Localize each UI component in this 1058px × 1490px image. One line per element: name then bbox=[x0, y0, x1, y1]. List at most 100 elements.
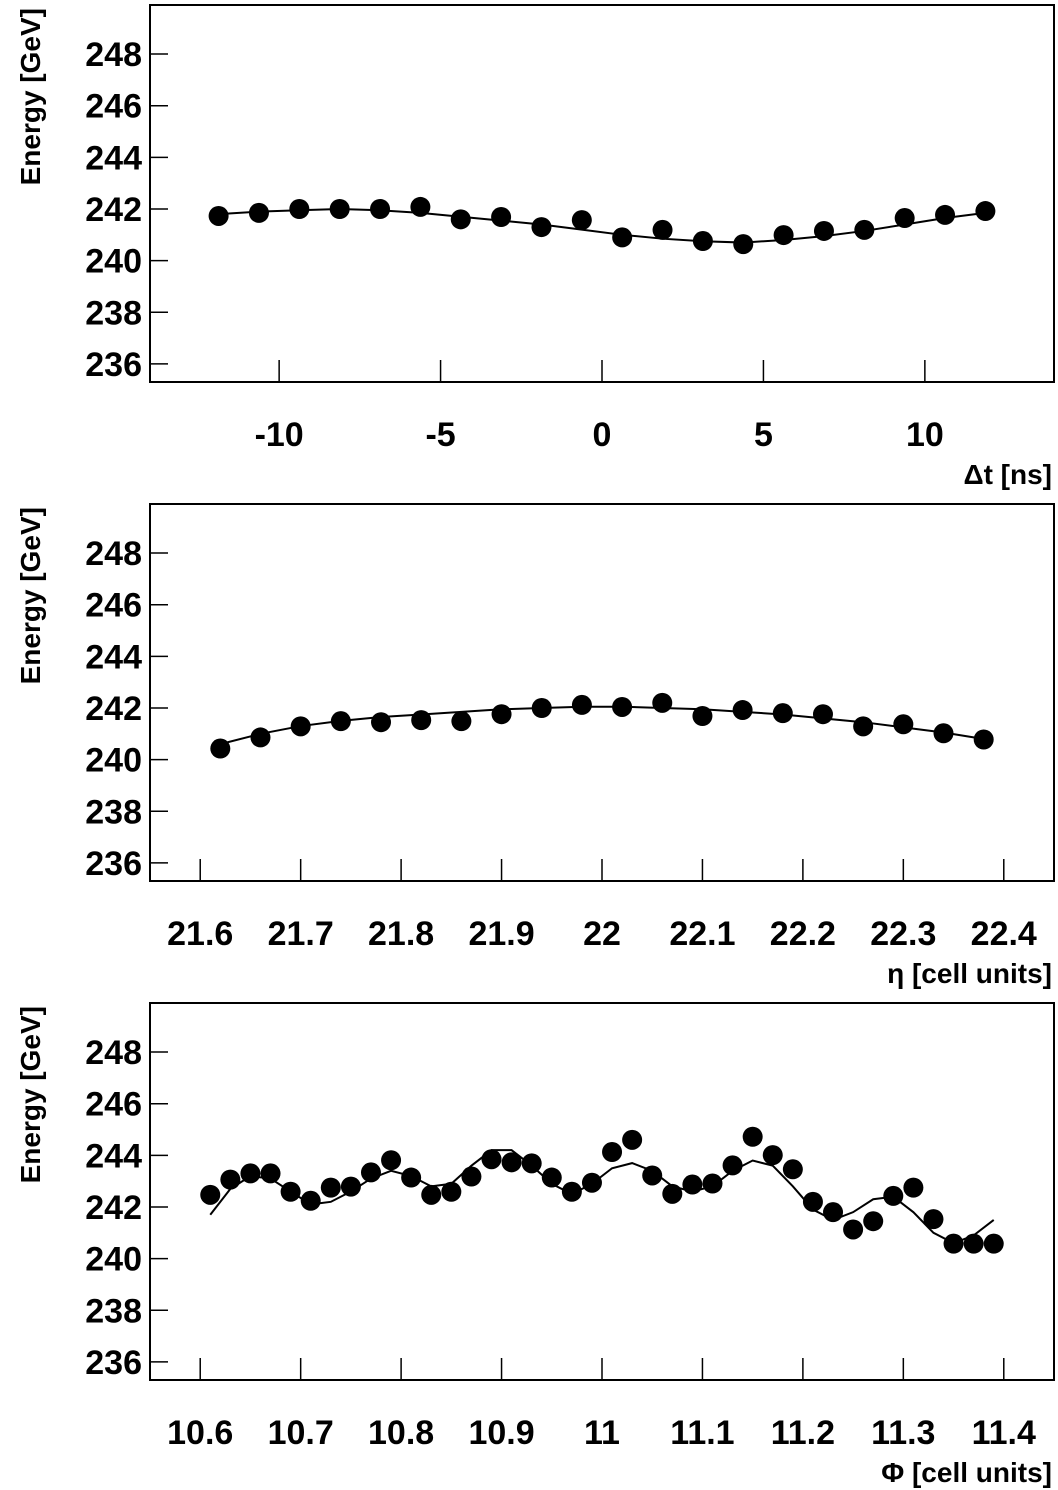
x-tick-label: 11.1 bbox=[670, 1414, 734, 1452]
data-point bbox=[883, 1185, 904, 1206]
data-point bbox=[622, 1129, 643, 1150]
x-tick-label: 0 bbox=[593, 416, 612, 454]
x-tick-label: 11 bbox=[584, 1414, 620, 1452]
y-tick-label: 246 bbox=[85, 587, 142, 625]
data-point bbox=[682, 1174, 703, 1195]
data-point bbox=[360, 1162, 381, 1183]
data-point bbox=[853, 716, 874, 737]
data-point bbox=[733, 234, 754, 255]
data-point bbox=[381, 1150, 402, 1171]
data-point bbox=[501, 1152, 522, 1173]
x-tick-label: 10 bbox=[906, 416, 944, 454]
data-point bbox=[421, 1184, 442, 1205]
data-point bbox=[732, 700, 753, 721]
data-point bbox=[371, 712, 392, 733]
y-tick-label: 244 bbox=[85, 139, 142, 177]
data-point bbox=[370, 198, 391, 219]
data-point bbox=[963, 1233, 984, 1254]
x-tick-label: 10.7 bbox=[268, 1414, 334, 1452]
data-point bbox=[692, 231, 713, 252]
y-tick-label: 248 bbox=[85, 1034, 142, 1072]
data-point bbox=[975, 201, 996, 222]
y-tick-label: 240 bbox=[85, 243, 142, 281]
data-point bbox=[823, 1202, 844, 1223]
data-point bbox=[581, 1172, 602, 1193]
data-point bbox=[220, 1169, 241, 1190]
x-tick-label: 5 bbox=[754, 416, 773, 454]
x-tick-label: 10.6 bbox=[167, 1414, 233, 1452]
data-point bbox=[330, 711, 351, 732]
data-point bbox=[893, 714, 914, 735]
data-point bbox=[320, 1177, 341, 1198]
y-tick-label: 236 bbox=[85, 1344, 142, 1382]
data-point bbox=[782, 1159, 803, 1180]
data-point bbox=[894, 208, 915, 229]
data-point bbox=[935, 204, 956, 225]
data-point bbox=[662, 1183, 683, 1204]
data-point bbox=[903, 1177, 924, 1198]
data-point bbox=[863, 1211, 884, 1232]
data-point bbox=[692, 705, 713, 726]
data-point bbox=[983, 1233, 1004, 1254]
y-tick-label: 238 bbox=[85, 1292, 142, 1330]
data-point bbox=[722, 1155, 743, 1176]
data-point bbox=[652, 219, 673, 240]
x-tick-label: 11.2 bbox=[771, 1414, 835, 1452]
x-tick-label: -5 bbox=[425, 416, 455, 454]
data-point bbox=[612, 696, 633, 717]
data-point bbox=[481, 1149, 502, 1170]
x-tick-label: 22.3 bbox=[870, 915, 936, 953]
data-point bbox=[300, 1190, 321, 1211]
x-tick-label: 21.7 bbox=[268, 915, 334, 953]
data-point bbox=[531, 217, 552, 238]
x-tick-label: 21.6 bbox=[167, 915, 233, 953]
x-axis-title: Φ [cell units] bbox=[881, 1457, 1052, 1488]
data-point bbox=[411, 710, 432, 731]
x-tick-label: 22.4 bbox=[971, 915, 1037, 953]
data-point bbox=[772, 703, 793, 724]
x-tick-label: 21.9 bbox=[468, 915, 534, 953]
y-tick-label: 246 bbox=[85, 1086, 142, 1124]
data-point bbox=[240, 1163, 261, 1184]
data-point bbox=[410, 196, 431, 217]
y-tick-label: 236 bbox=[85, 845, 142, 883]
y-tick-label: 238 bbox=[85, 294, 142, 332]
fit-line bbox=[209, 1149, 995, 1245]
data-point bbox=[802, 1191, 823, 1212]
data-point bbox=[923, 1209, 944, 1230]
data-point bbox=[843, 1219, 864, 1240]
data-point bbox=[571, 210, 592, 231]
data-point bbox=[260, 1163, 281, 1184]
x-tick-label: 10.9 bbox=[468, 1414, 534, 1452]
data-point bbox=[491, 704, 512, 725]
data-point bbox=[652, 692, 673, 713]
y-axis-title: Energy [GeV] bbox=[15, 8, 46, 185]
y-tick-label: 248 bbox=[85, 36, 142, 74]
y-tick-label: 248 bbox=[85, 535, 142, 573]
x-tick-label: 10.8 bbox=[368, 1414, 434, 1452]
data-point bbox=[531, 697, 552, 718]
data-point bbox=[250, 727, 271, 748]
y-tick-label: 238 bbox=[85, 793, 142, 831]
x-tick-label: 22.2 bbox=[770, 915, 836, 953]
plot-frame bbox=[149, 503, 1055, 882]
data-point bbox=[329, 198, 350, 219]
y-tick-label: 240 bbox=[85, 1241, 142, 1279]
data-point bbox=[200, 1184, 221, 1205]
data-point bbox=[461, 1166, 482, 1187]
y-tick-label: 246 bbox=[85, 88, 142, 126]
y-tick-label: 244 bbox=[85, 638, 142, 676]
data-point bbox=[451, 711, 472, 732]
data-point bbox=[541, 1167, 562, 1188]
data-point bbox=[602, 1141, 623, 1162]
plot-frame bbox=[149, 4, 1055, 383]
y-tick-label: 236 bbox=[85, 346, 142, 384]
x-tick-label: 11.4 bbox=[972, 1414, 1036, 1452]
data-point bbox=[854, 219, 875, 240]
data-point bbox=[943, 1233, 964, 1254]
data-point bbox=[702, 1173, 723, 1194]
x-tick-label: 11.3 bbox=[871, 1414, 935, 1452]
data-point bbox=[280, 1181, 301, 1202]
data-point bbox=[773, 225, 794, 246]
x-tick-label: 21.8 bbox=[368, 915, 434, 953]
